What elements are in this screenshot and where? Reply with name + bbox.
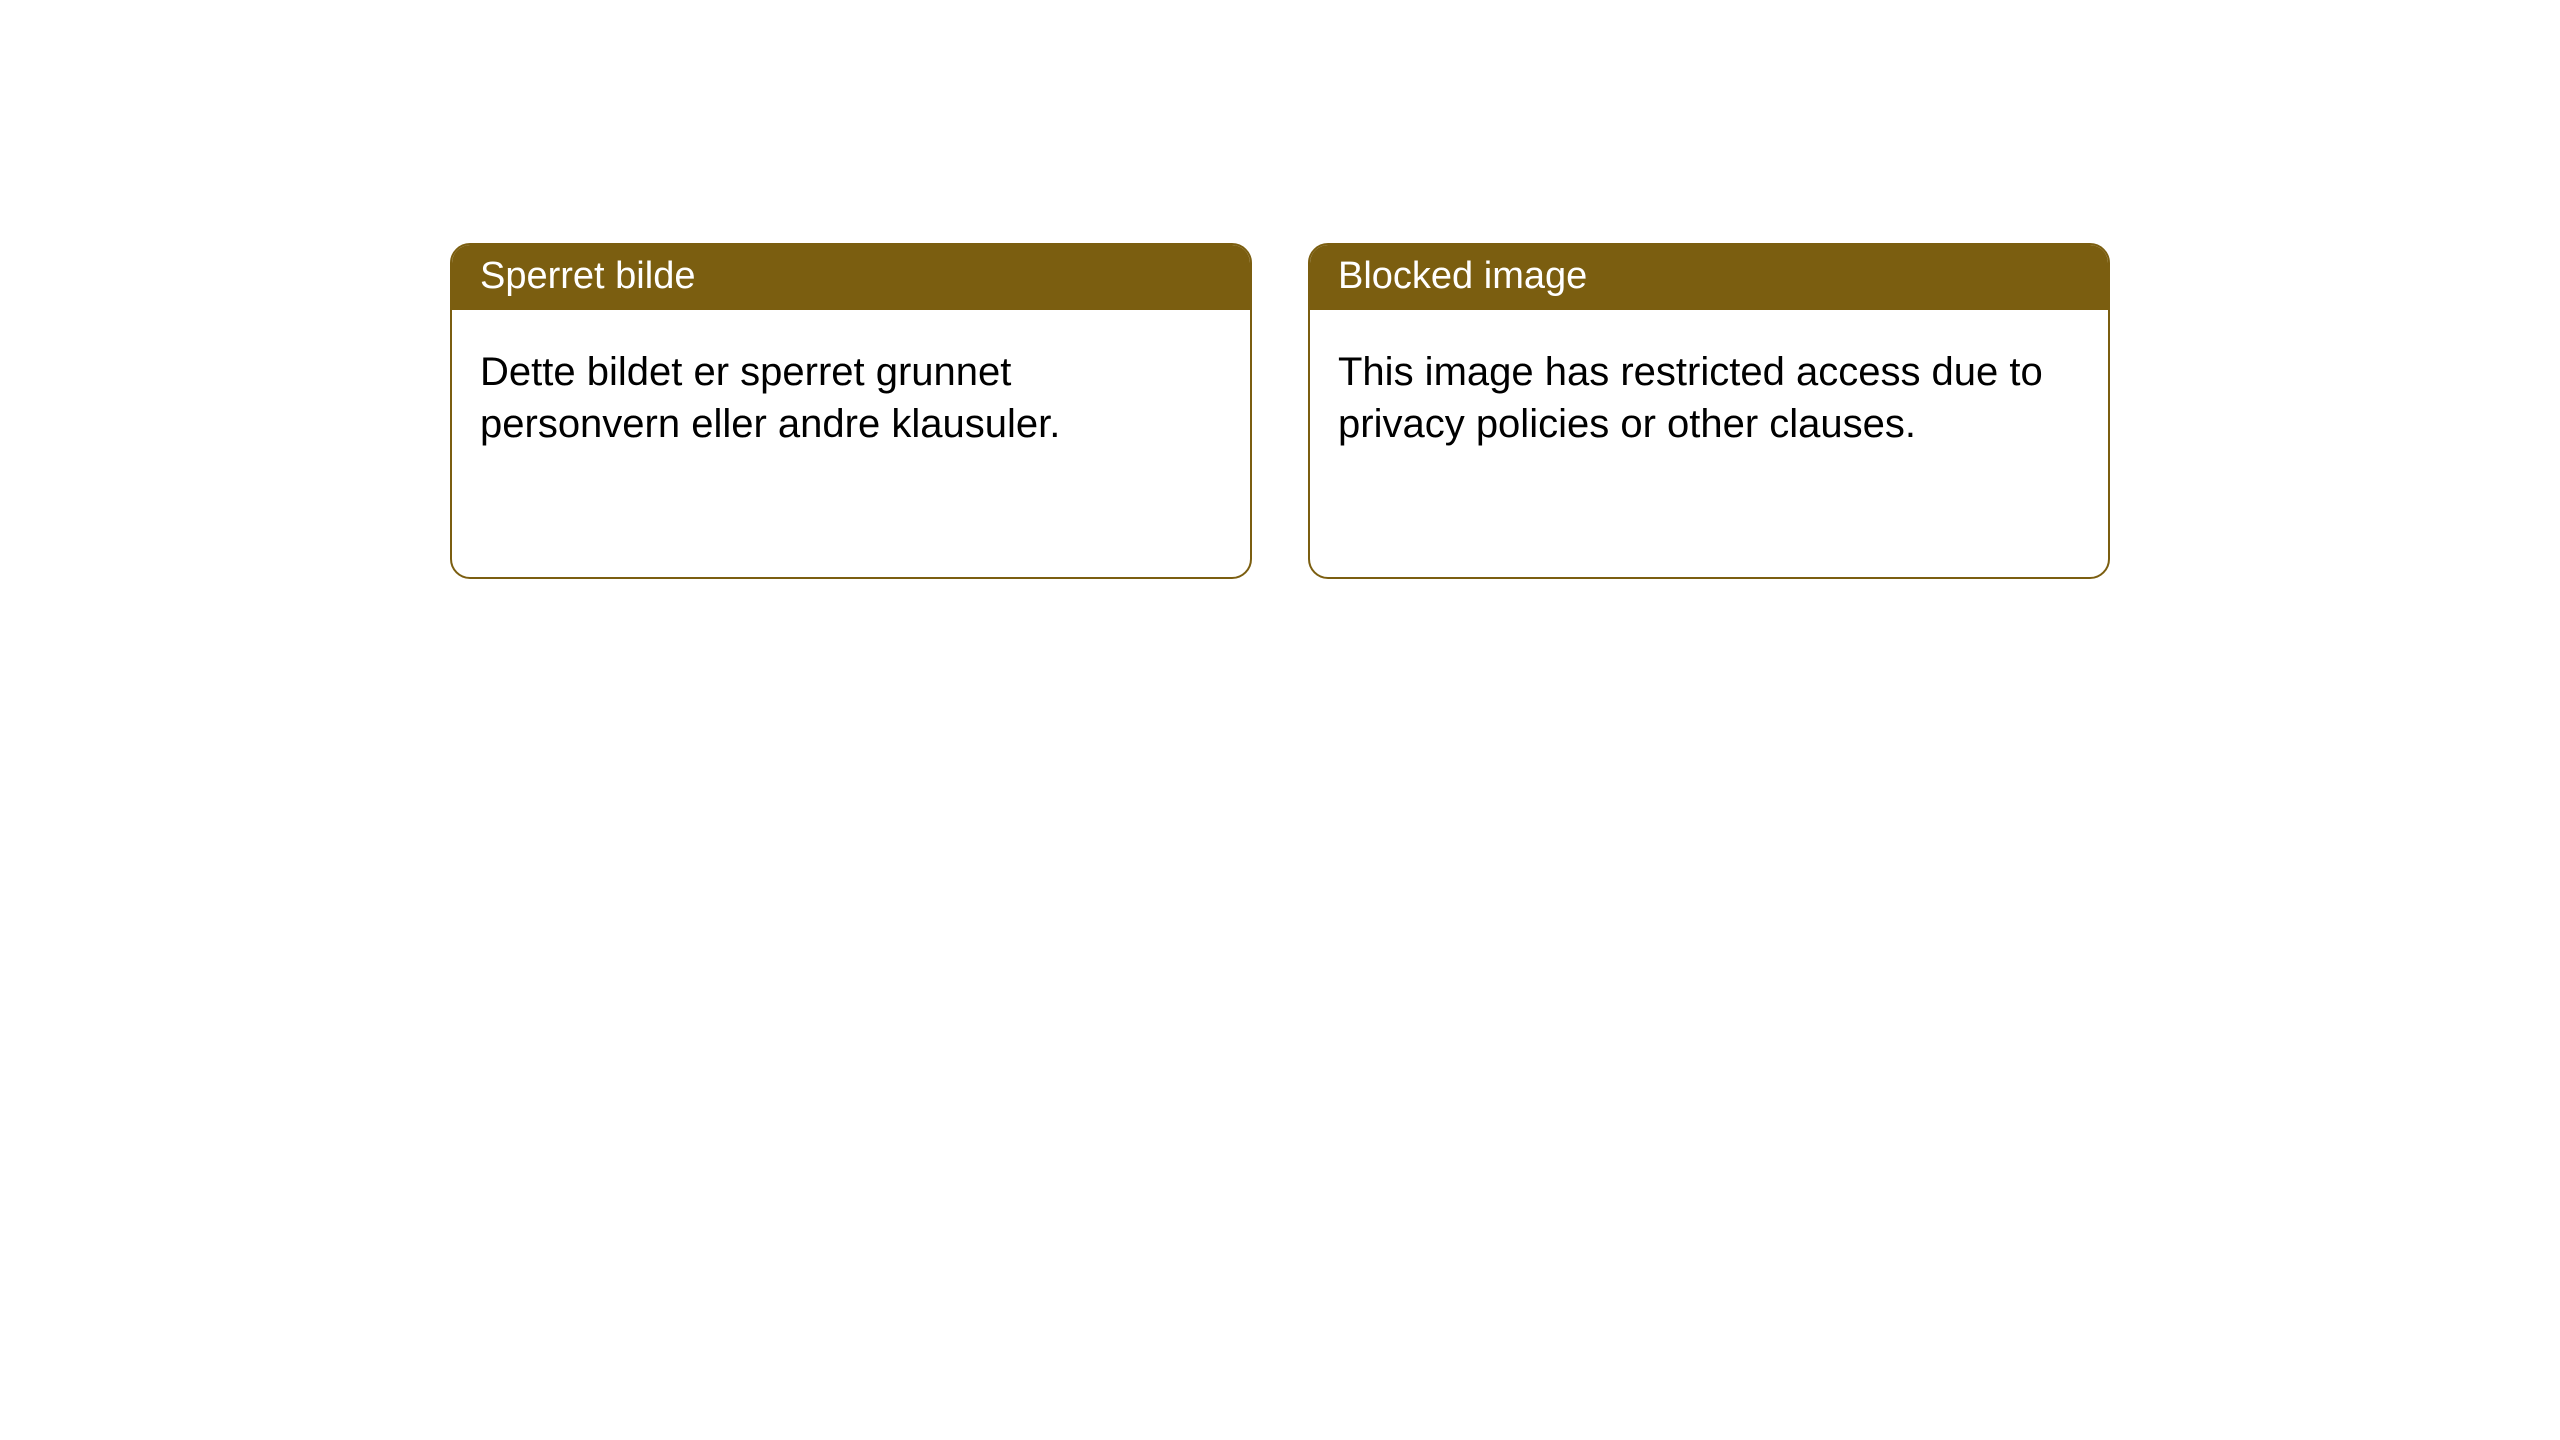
card-body: This image has restricted access due to … xyxy=(1310,310,2108,486)
card-header: Blocked image xyxy=(1310,245,2108,310)
card-body: Dette bildet er sperret grunnet personve… xyxy=(452,310,1250,486)
notice-card-norwegian: Sperret bilde Dette bildet er sperret gr… xyxy=(450,243,1252,579)
card-title: Blocked image xyxy=(1338,255,1587,297)
notice-card-english: Blocked image This image has restricted … xyxy=(1308,243,2110,579)
card-body-text: Dette bildet er sperret grunnet personve… xyxy=(480,350,1060,446)
card-title: Sperret bilde xyxy=(480,255,695,297)
card-header: Sperret bilde xyxy=(452,245,1250,310)
card-body-text: This image has restricted access due to … xyxy=(1338,350,2043,446)
cards-container: Sperret bilde Dette bildet er sperret gr… xyxy=(450,243,2110,579)
